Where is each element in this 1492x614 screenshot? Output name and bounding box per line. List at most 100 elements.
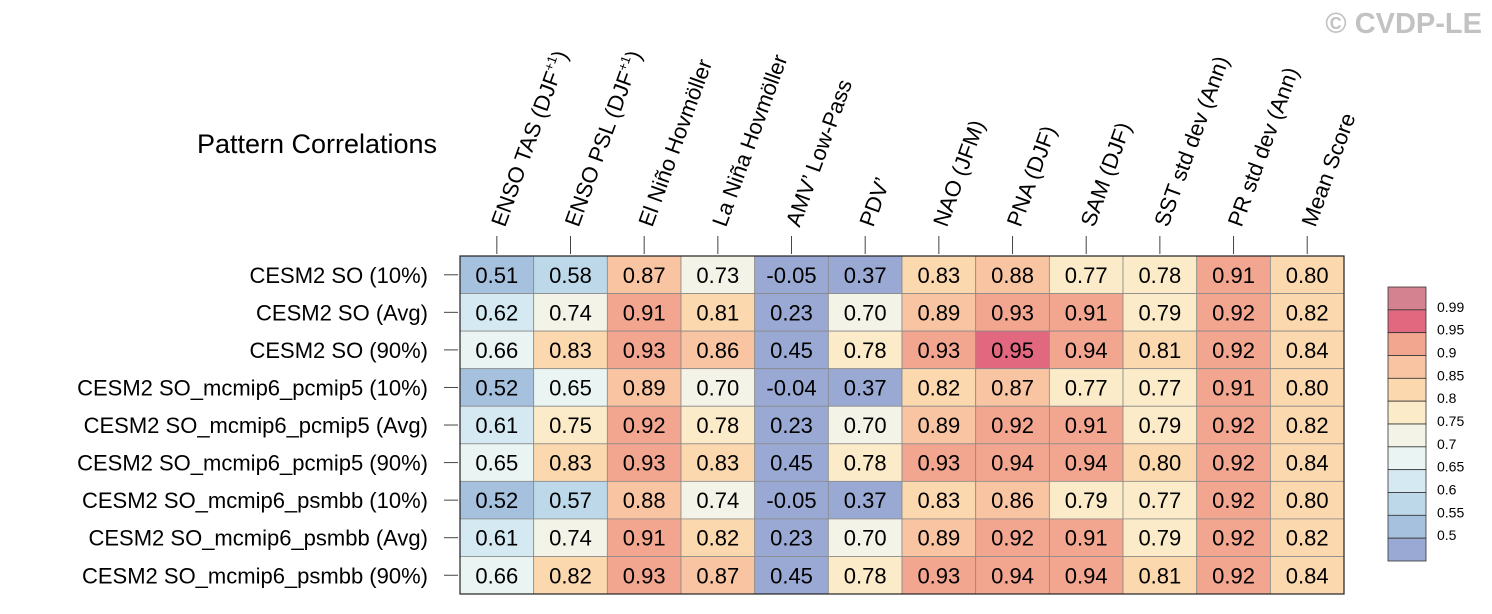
cell-value: 0.80	[1286, 375, 1329, 400]
row-label: CESM2 SO_mcmip6_psmbb (Avg)	[89, 526, 429, 551]
cell-value: 0.74	[696, 488, 739, 513]
cell-value: 0.92	[991, 413, 1034, 438]
heatmap-cell	[459, 330, 535, 370]
cell-value: -0.04	[766, 375, 816, 400]
heatmap-cell	[901, 330, 977, 370]
cell-value: 0.81	[1138, 563, 1181, 588]
cell-value: 0.70	[844, 526, 887, 551]
cell-value: 0.91	[1065, 413, 1108, 438]
cell-value: 0.78	[844, 563, 887, 588]
heatmap-cell	[1122, 293, 1198, 332]
column-label: ENSO TAS (DJF+1)	[485, 47, 573, 230]
cell-value: 0.84	[1286, 563, 1329, 588]
colorbar-label: 0.95	[1437, 322, 1464, 338]
cell-value: 0.91	[623, 526, 666, 551]
heatmap-cell	[680, 330, 756, 370]
heatmap-cell	[1196, 330, 1271, 370]
heatmap-cell	[975, 330, 1050, 370]
column-label-text: SAM (DJF)	[1075, 119, 1136, 230]
colorbar-swatch	[1387, 446, 1427, 471]
cell-value: 0.89	[917, 526, 960, 551]
heatmap-cell	[680, 368, 756, 407]
row-label: CESM2 SO_mcmip6_psmbb (10%)	[82, 488, 428, 513]
colorbar-label: 0.8	[1437, 390, 1457, 406]
cell-value: 0.23	[770, 300, 813, 325]
colorbar-swatch	[1387, 514, 1427, 539]
column-label: NAO (JFM)	[928, 117, 990, 230]
heatmap-cell	[1269, 443, 1345, 482]
cell-value: 0.66	[475, 338, 518, 363]
heatmap-cell	[533, 480, 608, 520]
cell-value: 0.77	[1138, 488, 1181, 513]
cell-value: 0.82	[1286, 526, 1329, 551]
heatmap-cell	[459, 293, 535, 332]
cell-value: 0.77	[1065, 263, 1108, 288]
cell-value: 0.92	[1212, 451, 1255, 476]
row-label: CESM2 SO_mcmip6_pcmip5 (90%)	[77, 451, 428, 476]
heatmap-cell	[533, 368, 608, 407]
cell-value: 0.82	[1286, 300, 1329, 325]
cell-value: 0.94	[1065, 563, 1108, 588]
column-label-text: SST std dev (Ann)	[1149, 53, 1234, 230]
cell-value: 0.89	[917, 300, 960, 325]
row-label: CESM2 SO (10%)	[250, 263, 429, 288]
heatmap-cell	[975, 255, 1050, 294]
heatmap-cell	[1196, 480, 1271, 520]
cell-value: 0.94	[991, 451, 1034, 476]
heatmap-cell	[754, 556, 829, 595]
heatmap-cell	[1196, 368, 1271, 407]
heatmap-cell	[901, 293, 977, 332]
cell-value: 0.88	[991, 263, 1034, 288]
column-label-text: PR std dev (Ann)	[1223, 64, 1304, 230]
cell-value: 0.75	[549, 413, 592, 438]
cell-value: 0.92	[1212, 526, 1255, 551]
heatmap-cell	[1048, 330, 1124, 370]
cell-value: 0.78	[696, 413, 739, 438]
cell-value: 0.45	[770, 338, 813, 363]
cell-value: 0.93	[623, 563, 666, 588]
colorbar-swatch	[1387, 537, 1427, 562]
cell-value: 0.83	[917, 488, 960, 513]
heatmap-cell	[1048, 405, 1124, 445]
cell-value: 0.79	[1138, 413, 1181, 438]
heatmap-frame	[459, 255, 1345, 595]
column-label-text: El Niño Hovmöller	[633, 56, 717, 230]
cell-value: 0.94	[991, 563, 1034, 588]
cell-value: 0.81	[696, 300, 739, 325]
cell-value: 0.74	[549, 300, 592, 325]
row-label: CESM2 SO_mcmip6_psmbb (90%)	[82, 563, 428, 588]
heatmap-cell	[1196, 556, 1271, 595]
heatmap-cell	[1048, 255, 1124, 294]
heatmap-cell	[827, 556, 903, 595]
heatmap-cell	[1048, 556, 1124, 595]
column-label-text: La Niña Hovmöller	[707, 51, 792, 230]
heatmap-cell	[1269, 255, 1345, 294]
heatmap-cell	[1048, 293, 1124, 332]
cell-value: 0.89	[917, 413, 960, 438]
cell-value: 0.37	[844, 375, 887, 400]
cell-value: 0.52	[475, 375, 518, 400]
colorbar-label: 0.5	[1437, 527, 1457, 543]
heatmap-cell	[533, 255, 608, 294]
cell-value: 0.66	[475, 563, 518, 588]
column-label: ENSO PSL (DJF+1)	[559, 47, 647, 230]
cell-value: 0.92	[623, 413, 666, 438]
heatmap-cell	[606, 330, 682, 370]
colorbar-swatch	[1387, 377, 1427, 402]
heatmap-cell	[1269, 556, 1345, 595]
cell-value: 0.73	[696, 263, 739, 288]
heatmap-cell	[754, 405, 829, 445]
cell-value: 0.62	[475, 300, 518, 325]
heatmap-cell	[975, 518, 1050, 557]
column-label: PNA (DJF)	[1002, 122, 1061, 229]
cell-value: 0.92	[1212, 338, 1255, 363]
column-label-text: Mean Score	[1296, 110, 1360, 230]
column-label: PR std dev (Ann)	[1223, 64, 1304, 230]
cell-value: 0.93	[623, 338, 666, 363]
cell-value: 0.74	[549, 526, 592, 551]
cell-value: 0.80	[1286, 488, 1329, 513]
cell-value: 0.79	[1138, 300, 1181, 325]
heatmap-cell	[1196, 443, 1271, 482]
heatmap-cell	[901, 518, 977, 557]
column-label: El Niño Hovmöller	[633, 56, 717, 230]
